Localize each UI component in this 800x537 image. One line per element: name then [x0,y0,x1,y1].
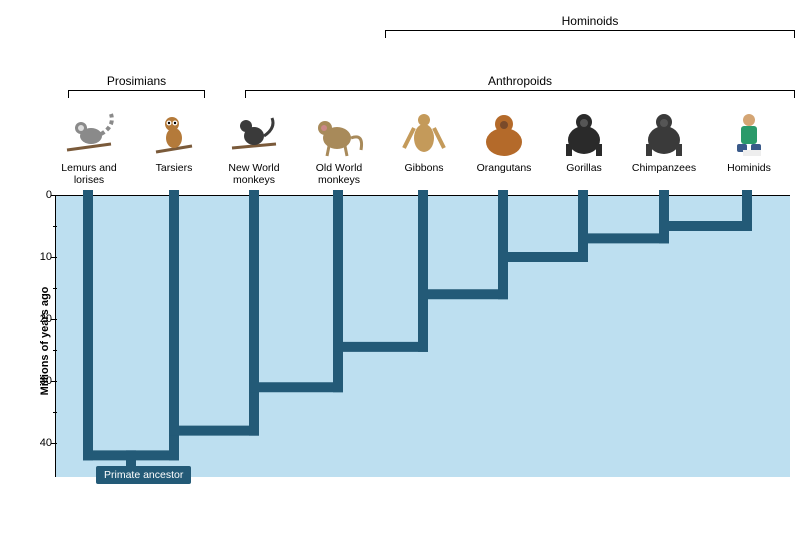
phylogenetic-tree [0,0,800,537]
primate-ancestor-label: Primate ancestor [96,466,191,484]
